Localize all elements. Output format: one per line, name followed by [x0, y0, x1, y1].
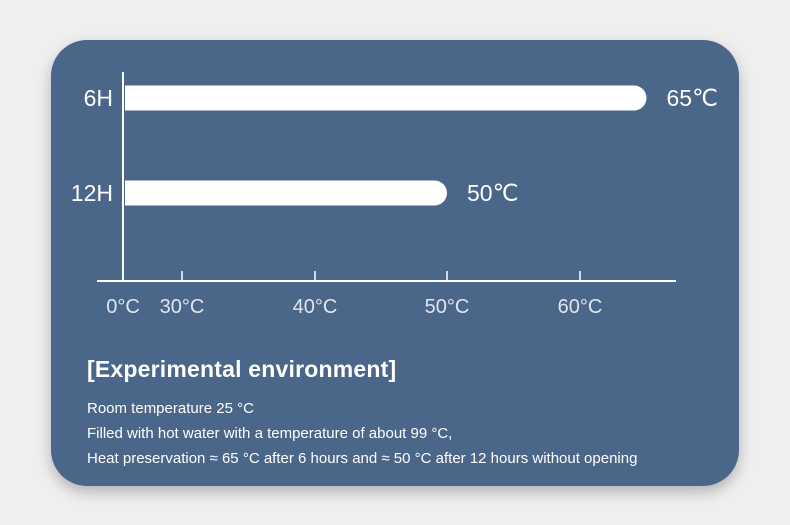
experimental-environment: [Experimental environment] Room temperat… — [87, 354, 637, 471]
bar-12h — [125, 180, 447, 206]
value-label-6h: 65℃ — [667, 85, 718, 111]
x-tick-label-0: 0°C — [106, 296, 140, 318]
environment-line-heat-preservation: Heat preservation ≈ 65 °C after 6 hours … — [87, 450, 638, 467]
category-label-6h: 6H — [84, 85, 113, 111]
environment-title: [Experimental environment] — [87, 356, 397, 382]
x-tick-label-4: 60°C — [558, 296, 603, 318]
temperature-bar-chart: 0°C 30°C 40°C 50°C 60°C 6H 65℃ 12H 50℃ — [71, 72, 718, 318]
x-tick-label-1: 30°C — [160, 296, 205, 318]
x-tick-label-2: 40°C — [293, 296, 338, 318]
category-label-12h: 12H — [71, 180, 113, 206]
bar-base-12h — [125, 180, 150, 206]
environment-line-hot-water: Filled with hot water with a temperature… — [87, 425, 453, 442]
bar-base-6h — [125, 85, 150, 111]
bar-6h — [125, 85, 647, 111]
environment-line-room-temperature: Room temperature 25 °C — [87, 400, 254, 417]
x-tick-label-3: 50°C — [425, 296, 470, 318]
value-label-12h: 50℃ — [467, 180, 518, 206]
info-card: 0°C 30°C 40°C 50°C 60°C 6H 65℃ 12H 50℃ [Experime… — [51, 40, 739, 486]
